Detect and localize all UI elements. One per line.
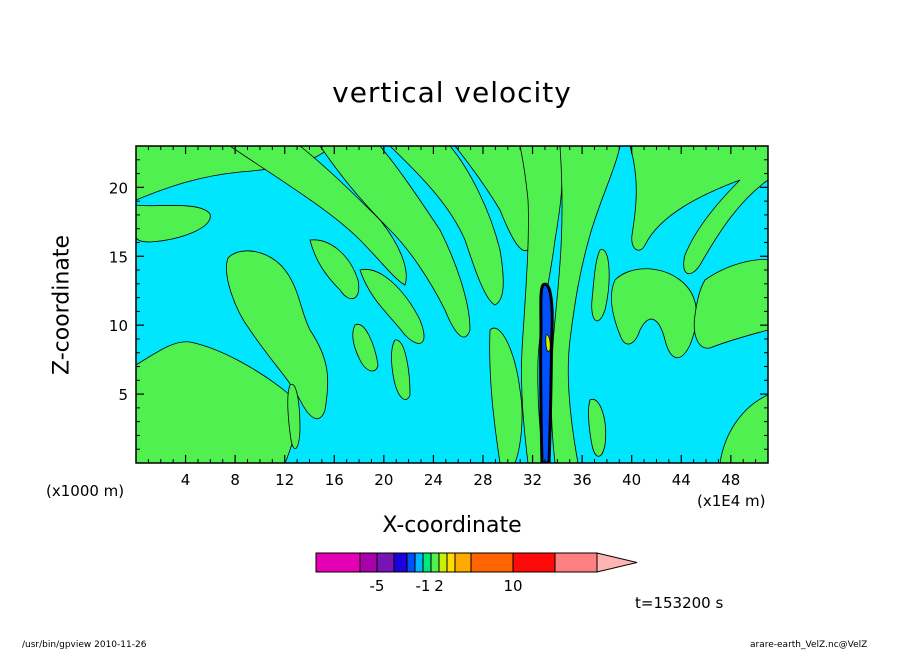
positive-contour bbox=[229, 146, 407, 286]
strong-contour bbox=[539, 282, 554, 463]
colorbar-segment bbox=[430, 552, 440, 573]
footer-right: arare-earth_VelZ.nc@VelZ bbox=[750, 640, 868, 650]
positive-contour bbox=[610, 268, 697, 358]
positive-contour bbox=[389, 146, 504, 306]
colorbar-segment bbox=[438, 552, 448, 573]
colorbar-tick-label: -5 bbox=[370, 577, 385, 595]
colorbar-segment bbox=[315, 552, 361, 573]
positive-contour bbox=[309, 239, 360, 300]
plot-area bbox=[135, 145, 769, 464]
positive-contour bbox=[287, 383, 301, 450]
colorbar-segment bbox=[470, 552, 514, 573]
time-label: t=153200 s bbox=[635, 594, 724, 612]
colorbar-segment bbox=[393, 552, 408, 573]
colorbar-extend-arrow bbox=[596, 552, 638, 573]
y-tick-label: 5 bbox=[118, 386, 128, 404]
x-tick-label: 8 bbox=[230, 471, 240, 489]
positive-contour bbox=[359, 268, 425, 344]
colorbar-segment bbox=[554, 552, 598, 573]
positive-contour bbox=[136, 204, 211, 243]
y-tick-label: 20 bbox=[109, 179, 128, 197]
positive-contour bbox=[352, 324, 379, 372]
colorbar: -5 -1 2 10 bbox=[315, 552, 638, 595]
positive-contour bbox=[693, 259, 768, 349]
positive-contour bbox=[591, 249, 610, 322]
colorbar-segment bbox=[454, 552, 472, 573]
x-tick-label: 28 bbox=[473, 471, 492, 489]
x-tick-label: 32 bbox=[523, 471, 542, 489]
x-ticks: 4 8 12 16 20 24 28 32 36 40 44 48 bbox=[147, 146, 757, 489]
positive-contour bbox=[226, 250, 329, 420]
strong-contour bbox=[545, 334, 551, 352]
x-tick-label: 24 bbox=[424, 471, 443, 489]
colorbar-tick-label: -1 bbox=[416, 577, 431, 595]
colorbar-segment bbox=[406, 552, 416, 573]
x-tick-label: 48 bbox=[721, 471, 740, 489]
x-tick-label: 4 bbox=[181, 471, 191, 489]
x-tick-label: 36 bbox=[573, 471, 592, 489]
x-tick-label: 16 bbox=[325, 471, 344, 489]
y-tick-label: 10 bbox=[109, 317, 128, 335]
x-tick-label: 12 bbox=[275, 471, 294, 489]
colorbar-segment bbox=[359, 552, 378, 573]
footer-left: /usr/bin/gpview 2010-11-26 bbox=[22, 640, 147, 650]
y-tick-label: 15 bbox=[109, 248, 128, 266]
chart-title: vertical velocity bbox=[332, 76, 572, 109]
y-ticks: 5 10 15 20 bbox=[109, 159, 768, 450]
plot-frame bbox=[135, 145, 769, 464]
positive-contour bbox=[588, 399, 607, 457]
positive-contour bbox=[319, 146, 471, 338]
positive-contour bbox=[629, 146, 768, 275]
colorbar-segment bbox=[376, 552, 395, 573]
positive-contour bbox=[489, 327, 523, 463]
colorbar-segment bbox=[414, 552, 424, 573]
contour-fields bbox=[136, 146, 768, 463]
colorbar-segment bbox=[512, 552, 556, 573]
x-tick-label: 20 bbox=[374, 471, 393, 489]
colorbar-tick-label: 10 bbox=[503, 577, 522, 595]
x-axis-unit: (x1E4 m) bbox=[697, 492, 766, 510]
y-axis-unit: (x1000 m) bbox=[46, 482, 125, 500]
positive-contour bbox=[391, 339, 411, 400]
x-tick-label: 44 bbox=[672, 471, 691, 489]
x-tick-label: 40 bbox=[622, 471, 641, 489]
colorbar-segment bbox=[422, 552, 432, 573]
colorbar-tick-label: 2 bbox=[434, 577, 444, 595]
colorbar-segment bbox=[446, 552, 456, 573]
x-axis-label: X-coordinate bbox=[382, 513, 522, 538]
positive-contour bbox=[550, 146, 621, 463]
